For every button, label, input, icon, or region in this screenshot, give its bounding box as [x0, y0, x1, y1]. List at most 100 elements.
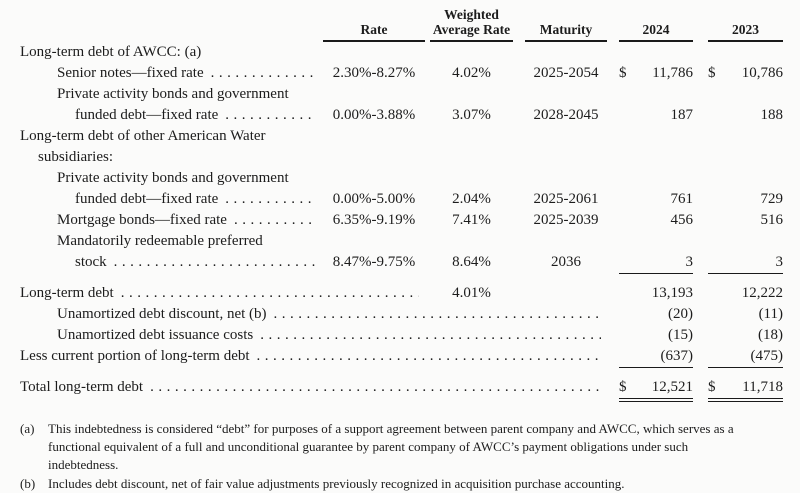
maturity-cell: 2025-2054 [533, 65, 599, 81]
table-row: Long-term debt of AWCC: (a) [18, 42, 783, 63]
amount-2023-cell: 516 [760, 212, 784, 228]
amount-2024-cell: 13,193 [651, 285, 693, 301]
row-label: Long-term debt of other American Water [20, 128, 266, 144]
table-row: stock 8.47%-9.75% 8.64% 2036 3 3 [18, 252, 783, 276]
header-2024-label: 2024 [642, 22, 670, 37]
amount-2024-cell: $11,786 [619, 65, 693, 81]
dot-leader [274, 305, 601, 323]
maturity-cell: 2028-2045 [533, 107, 599, 123]
amount-2023-cell: 3 [693, 252, 783, 276]
table-row: Unamortized debt discount, net (b) (20) … [18, 304, 783, 325]
header-2023-label: 2023 [732, 22, 759, 37]
table-row: subsidiaries: [18, 147, 783, 168]
dollar-sign: $ [708, 65, 716, 81]
war-cell: 4.02% [452, 65, 491, 81]
war-cell: 3.07% [452, 107, 491, 123]
dollar-sign: $ [619, 379, 627, 395]
dot-leader [225, 190, 317, 208]
row-label: stock [75, 254, 107, 270]
rate-cell: 0.00%-3.88% [332, 107, 416, 123]
footnote-text: This indebtedness is considered “debt” f… [48, 421, 734, 472]
war-cell: 4.01% [452, 285, 491, 301]
amount-2024-cell: (637) [607, 346, 693, 370]
row-label: Long-term debt [20, 285, 114, 301]
row-label: funded debt—fixed rate [75, 107, 219, 123]
table-row: Mortgage bonds—fixed rate 6.35%-9.19% 7.… [18, 210, 783, 231]
amount-2024-cell: $12,521 [607, 370, 693, 404]
dollar-sign: $ [619, 65, 627, 81]
war-cell: 8.64% [452, 254, 491, 270]
amount-2023-cell: $10,786 [708, 65, 783, 81]
amount-2023-cell: 12,222 [741, 285, 783, 301]
footnote-marker: (b) [20, 476, 36, 491]
footnote-b: (b) Includes debt discount, net of fair … [20, 475, 800, 493]
rate-cell: 6.35%-9.19% [332, 212, 416, 228]
header-war-line1: Weighted [444, 7, 499, 22]
row-label: subsidiaries: [38, 149, 113, 165]
amount-2024-cell: 187 [670, 107, 694, 123]
table-row: Senior notes—fixed rate 2.30%-8.27% 4.02… [18, 63, 783, 84]
row-label: Mortgage bonds—fixed rate [57, 212, 227, 228]
header-rate-label: Rate [360, 22, 388, 37]
row-label: Senior notes—fixed rate [57, 65, 204, 81]
amount-2024-cell: (20) [668, 306, 693, 322]
amount-2023-cell: 188 [760, 107, 784, 123]
amount-2024-cell: (15) [668, 327, 693, 343]
header-war-line2: Average Rate [432, 22, 511, 37]
dot-leader [121, 284, 419, 302]
maturity-cell: 2025-2039 [533, 212, 599, 228]
footnotes: (a) This indebtedness is considered “deb… [20, 420, 800, 493]
war-cell: 2.04% [452, 191, 491, 207]
dollar-sign: $ [708, 379, 716, 395]
table-row: funded debt—fixed rate 0.00%-3.88% 3.07%… [18, 105, 783, 126]
table-header-row: Rate Weighted Average Rate Maturity 2024 … [18, 6, 783, 42]
amount-2023-cell: $11,718 [693, 370, 783, 404]
row-label: Unamortized debt issuance costs [57, 327, 254, 343]
row-label: Less current portion of long-term debt [20, 348, 250, 364]
table-row: Private activity bonds and government [18, 84, 783, 105]
amount-2023-cell: (18) [758, 327, 783, 343]
header-maturity: Maturity [513, 6, 607, 42]
footnote-text: Includes debt discount, net of fair valu… [48, 476, 625, 491]
rate-cell: 8.47%-9.75% [332, 254, 416, 270]
table-row: Long-term debt of other American Water [18, 126, 783, 147]
row-label: Mandatorily redeemable preferred [57, 233, 263, 249]
table-row-total: Total long-term debt $12,521 $11,718 [18, 370, 783, 404]
table-row: Less current portion of long-term debt (… [18, 346, 783, 370]
amount-2024-cell: 456 [670, 212, 694, 228]
dot-leader [150, 378, 601, 396]
dot-leader [225, 106, 317, 124]
row-label: Total long-term debt [20, 379, 144, 395]
table-row: funded debt—fixed rate 0.00%-5.00% 2.04%… [18, 189, 783, 210]
maturity-cell: 2036 [551, 254, 581, 270]
table-row: Unamortized debt issuance costs (15) (18… [18, 325, 783, 346]
rate-cell: 2.30%-8.27% [332, 65, 416, 81]
row-label: Unamortized debt discount, net (b) [57, 306, 267, 322]
maturity-cell: 2025-2061 [533, 191, 599, 207]
rate-cell: 0.00%-5.00% [332, 191, 416, 207]
dot-leader [234, 211, 317, 229]
header-2023: 2023 [693, 6, 783, 42]
table-row: Private activity bonds and government [18, 168, 783, 189]
amount-2023-cell: (11) [758, 306, 783, 322]
row-label: Private activity bonds and government [57, 170, 289, 186]
header-maturity-label: Maturity [539, 22, 593, 37]
dot-leader [114, 253, 317, 271]
dot-leader [257, 347, 601, 365]
long-term-debt-table: Rate Weighted Average Rate Maturity 2024 … [18, 6, 783, 404]
table-row-subtotal: Long-term debt 4.01% 13,193 12,222 [18, 276, 783, 304]
war-cell: 7.41% [452, 212, 491, 228]
amount-2023-cell: 729 [760, 191, 784, 207]
row-label: funded debt—fixed rate [75, 191, 219, 207]
header-rate: Rate [323, 6, 425, 42]
amount-2024-cell: 3 [607, 252, 693, 276]
header-2024: 2024 [607, 6, 693, 42]
document-page: { "table": { "currency": "$", "headers":… [0, 6, 800, 491]
amount-2024-cell: 761 [670, 191, 694, 207]
header-weighted-average-rate: Weighted Average Rate [425, 6, 513, 42]
footnote-a: (a) This indebtedness is considered “deb… [20, 420, 800, 474]
table-row: Mandatorily redeemable preferred [18, 231, 783, 252]
row-label: Long-term debt of AWCC: (a) [20, 44, 202, 60]
footnote-marker: (a) [20, 421, 35, 436]
amount-2023-cell: (475) [693, 346, 783, 370]
